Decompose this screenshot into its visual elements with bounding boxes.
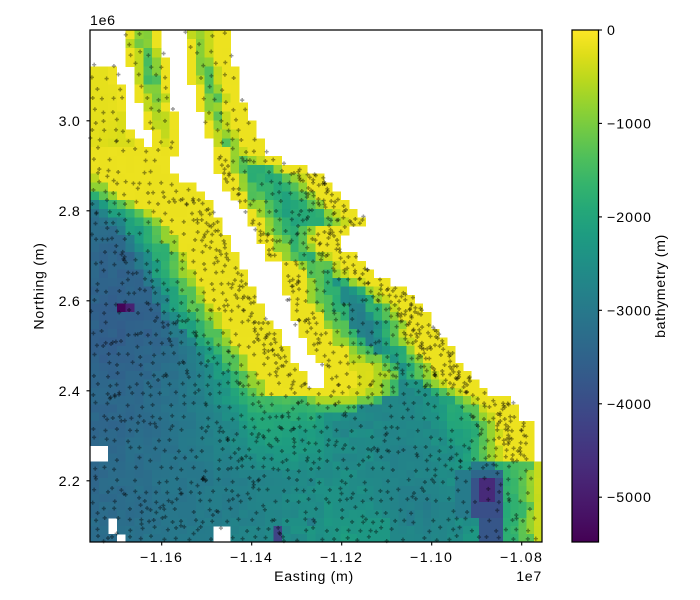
svg-text:−1.12: −1.12 [320,550,363,566]
svg-text:−3000: −3000 [607,303,652,319]
svg-text:2.6: 2.6 [59,294,81,310]
svg-text:−2000: −2000 [607,210,652,226]
svg-text:2.2: 2.2 [59,474,81,490]
svg-text:−1.08: −1.08 [500,550,543,566]
svg-text:−1000: −1000 [607,116,652,132]
svg-text:−1.16: −1.16 [140,550,183,566]
svg-text:−4000: −4000 [607,397,652,413]
svg-text:2.4: 2.4 [59,384,81,400]
svg-text:3.0: 3.0 [59,114,81,130]
svg-text:1e6: 1e6 [90,13,116,29]
svg-text:−1.14: −1.14 [230,550,273,566]
svg-text:bathymetry (m): bathymetry (m) [653,234,669,338]
svg-text:0: 0 [607,23,616,39]
svg-text:1e7: 1e7 [516,569,542,585]
svg-text:Northing (m): Northing (m) [32,242,48,329]
svg-text:−5000: −5000 [607,490,652,506]
svg-text:Easting (m): Easting (m) [274,569,354,585]
svg-text:−1.10: −1.10 [410,550,453,566]
svg-text:2.8: 2.8 [59,204,81,220]
